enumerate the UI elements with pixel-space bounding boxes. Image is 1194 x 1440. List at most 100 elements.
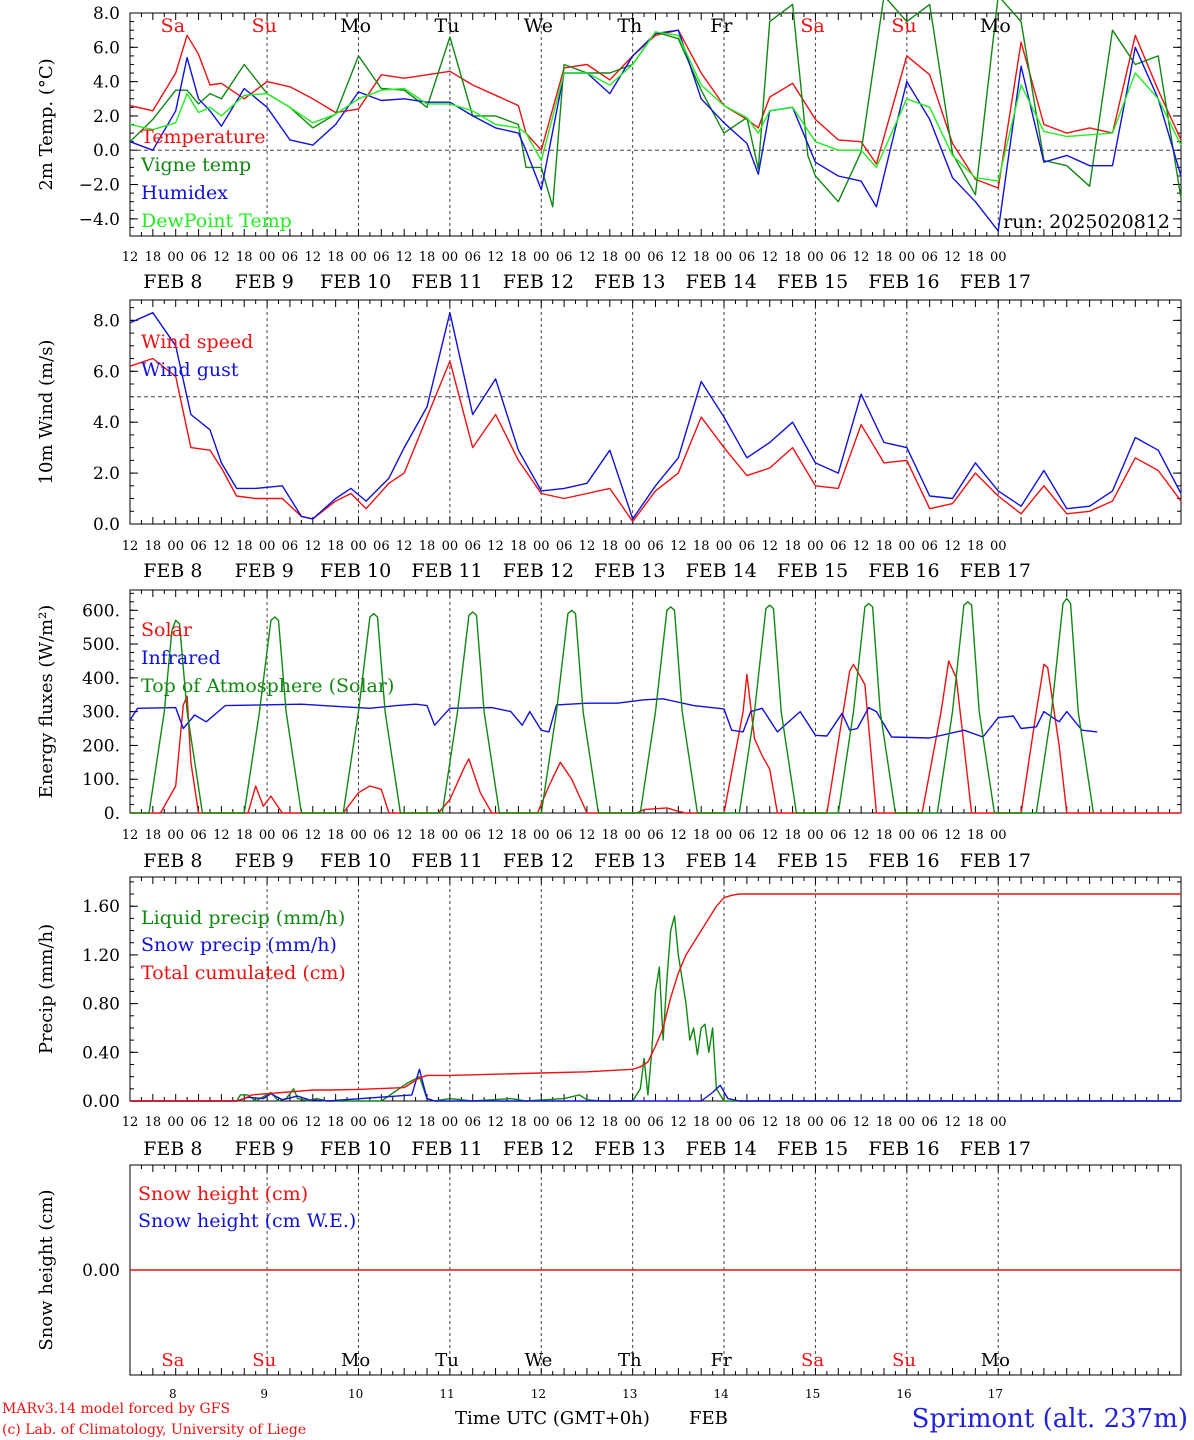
hour-label: 12: [944, 1115, 961, 1130]
legend-entry: Wind speed: [141, 331, 253, 353]
day-label: Th: [618, 1350, 642, 1371]
legend-entry: Solar: [141, 619, 193, 641]
hour-label: 18: [784, 828, 801, 843]
panel-5: 0.00 Snow height (cm) Snow height (cm) Snow…: [36, 1164, 1182, 1401]
date-label: FEB 12: [503, 271, 574, 293]
panel-3: 0. 100. 200. 300. 400. 500. 600. Energy fluxes …: [36, 589, 1182, 872]
hour-label: 18: [327, 1115, 344, 1130]
hour-label: 00: [807, 1115, 824, 1130]
series-line: [129, 31, 1182, 182]
hour-label: 12: [122, 250, 139, 265]
date-label: FEB 14: [686, 271, 757, 293]
hour-label: 18: [693, 539, 710, 554]
hour-label: 12: [853, 250, 870, 265]
hour-label: 18: [876, 539, 893, 554]
credit-lab: (c) Lab. of Climatology, University of L…: [2, 1422, 306, 1438]
hour-label: 18: [967, 1115, 984, 1130]
day-label: Sa: [801, 1350, 824, 1371]
legend-entry: DewPoint Temp: [141, 210, 292, 232]
date-label: FEB 10: [320, 1138, 391, 1160]
hour-label: 12: [579, 250, 596, 265]
date-label: FEB 8: [143, 560, 202, 582]
day-number: 17: [988, 1387, 1003, 1401]
series-line: [130, 893, 1181, 1102]
day-label: Sa: [161, 15, 185, 37]
y-tick-label: 200.: [82, 736, 120, 756]
hour-label: 12: [579, 828, 596, 843]
y-axis-label: 2m Temp. (°C): [36, 58, 57, 190]
date-label: FEB 11: [411, 560, 482, 582]
hour-label: 00: [899, 1115, 916, 1130]
y-tick-label: 8.0: [93, 4, 120, 24]
date-label: FEB 17: [960, 1138, 1031, 1160]
hour-label: 18: [419, 539, 436, 554]
hour-label: 00: [990, 1115, 1007, 1130]
hour-label: 18: [327, 250, 344, 265]
hour-label: 12: [213, 250, 230, 265]
hour-label: 18: [327, 828, 344, 843]
y-axis-label: Precip (mm/h): [36, 924, 57, 1054]
y-tick-label: −2.0: [79, 176, 120, 196]
hour-label: 12: [396, 828, 413, 843]
hour-label: 06: [830, 828, 847, 843]
day-label: Su: [891, 15, 916, 37]
hour-label: 12: [122, 828, 139, 843]
date-label: FEB 14: [686, 850, 757, 872]
hour-label: 06: [647, 250, 664, 265]
series-line: [129, 312, 1182, 520]
y-tick-label: 300.: [82, 703, 120, 723]
hour-label: 00: [350, 539, 367, 554]
hour-label: 18: [145, 828, 162, 843]
hour-label: 12: [670, 539, 687, 554]
hour-label: 06: [921, 250, 938, 265]
hour-label: 12: [122, 539, 139, 554]
series-line: [129, 0, 1182, 208]
hour-label: 06: [647, 539, 664, 554]
y-tick-label: 0.0: [93, 141, 120, 161]
date-label: FEB 9: [235, 1138, 294, 1160]
y-tick-label: 1.60: [82, 897, 120, 917]
hour-label: 18: [419, 828, 436, 843]
hour-label: 00: [442, 1115, 459, 1130]
day-number: 10: [348, 1387, 363, 1401]
y-tick-label: 100.: [82, 770, 120, 790]
legend-entry: Snow height (cm W.E.): [138, 1210, 356, 1232]
credit-model: MARv3.14 model forced by GFS: [2, 1401, 230, 1417]
day-number: 14: [714, 1387, 730, 1401]
day-label: Sa: [161, 1350, 184, 1371]
date-label: FEB 13: [594, 271, 665, 293]
hour-label: 12: [761, 1115, 778, 1130]
hour-label: 18: [236, 1115, 253, 1130]
y-tick-label: 600.: [82, 601, 120, 621]
hour-label: 18: [602, 1115, 619, 1130]
series-line: [129, 357, 1182, 523]
hour-label: 12: [487, 1115, 504, 1130]
date-label: FEB 16: [868, 560, 939, 582]
hour-label: 06: [556, 828, 573, 843]
date-label: FEB 17: [960, 850, 1031, 872]
hour-label: 18: [967, 828, 984, 843]
x-axis-month: FEB: [689, 1408, 728, 1429]
y-tick-label: 4.0: [93, 413, 120, 433]
hour-label: 06: [739, 250, 756, 265]
date-label: FEB 12: [503, 1138, 574, 1160]
day-label: Su: [252, 1350, 276, 1371]
y-tick-label: 2.0: [93, 464, 120, 484]
hour-label: 00: [624, 539, 641, 554]
hour-label: 06: [373, 828, 390, 843]
hour-label: 12: [122, 1115, 139, 1130]
hour-label: 18: [693, 828, 710, 843]
hour-label: 12: [579, 539, 596, 554]
legend-entry: Snow precip (mm/h): [141, 934, 337, 956]
x-axis-title: Time UTC (GMT+0h): [455, 1408, 650, 1429]
day-label: We: [524, 15, 553, 37]
hour-label: 12: [944, 250, 961, 265]
hour-label: 18: [327, 539, 344, 554]
y-tick-label: 1.20: [82, 946, 120, 966]
day-label: Sa: [800, 15, 824, 37]
hour-label: 06: [739, 1115, 756, 1130]
hour-label: 06: [282, 250, 299, 265]
hour-label: 18: [602, 539, 619, 554]
hour-label: 12: [944, 828, 961, 843]
y-tick-label: 0.00: [82, 1261, 120, 1281]
